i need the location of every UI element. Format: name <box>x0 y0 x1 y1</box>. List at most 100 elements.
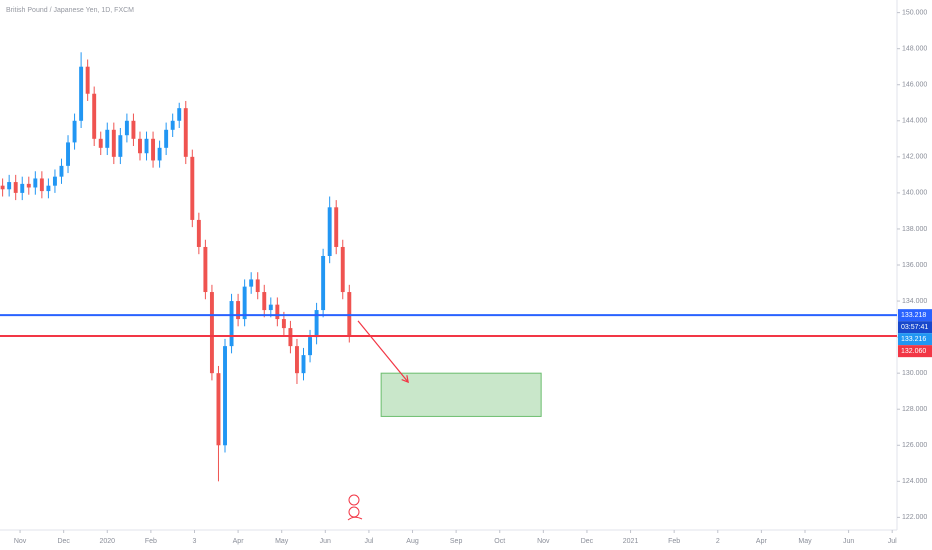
candle-body <box>33 178 38 188</box>
candle-body <box>347 292 352 336</box>
x-tick-label: May <box>798 538 812 545</box>
arrow-head <box>401 375 409 384</box>
price-label-bg <box>898 345 932 358</box>
y-tick-label: 138.000 <box>902 226 927 233</box>
candle-body <box>281 319 286 329</box>
x-tick-label: Apr <box>233 538 245 545</box>
candle-body <box>105 129 110 148</box>
candle-body <box>66 142 70 166</box>
candle-body <box>216 373 221 446</box>
candle-body <box>20 183 25 193</box>
candle-body <box>138 138 142 154</box>
price-label-bg <box>898 309 932 322</box>
candle-body <box>111 129 116 157</box>
candle-body <box>334 207 339 247</box>
x-tick-label: Jul <box>888 538 897 545</box>
candle-body <box>0 185 5 190</box>
candle-body <box>295 346 299 374</box>
x-tick-label: Feb <box>668 538 680 545</box>
candle-body <box>85 66 90 94</box>
candle-body <box>46 185 51 192</box>
candle-body <box>144 138 149 154</box>
x-tick-label: Jul <box>364 538 373 545</box>
candle-body <box>13 182 18 193</box>
x-tick-label: Dec <box>581 538 594 545</box>
price-label: 133.216 <box>901 336 926 343</box>
candle-body <box>39 178 44 192</box>
y-tick-label: 140.000 <box>902 190 927 197</box>
price-label-bg <box>898 333 932 346</box>
candle-body <box>301 355 306 374</box>
x-tick-label: 2021 <box>623 538 639 545</box>
candle-body <box>72 120 77 143</box>
price-label: 03:57:41 <box>901 324 928 331</box>
x-tick-label: 2020 <box>99 538 115 545</box>
price-label-bg <box>898 321 932 334</box>
candle-body <box>327 207 332 256</box>
x-tick-label: Dec <box>57 538 70 545</box>
price-label: 133.218 <box>901 312 926 319</box>
candle-body <box>242 286 247 320</box>
candle-body <box>98 138 103 148</box>
x-tick-label: Jun <box>843 538 854 545</box>
candle-body <box>229 301 234 347</box>
x-tick-label: May <box>275 538 289 545</box>
candle-body <box>177 108 182 121</box>
candle-body <box>26 183 31 188</box>
candle-body <box>52 176 57 186</box>
x-tick-label: Oct <box>494 538 505 545</box>
x-tick-label: Feb <box>145 538 157 545</box>
candle-body <box>308 337 313 356</box>
candle-body <box>92 93 97 139</box>
candle-body <box>151 138 156 161</box>
x-tick-label: Apr <box>756 538 768 545</box>
arrow <box>357 320 409 383</box>
x-tick-label: Jun <box>320 538 331 545</box>
candle-body <box>183 108 188 157</box>
y-tick-label: 150.000 <box>902 9 927 16</box>
candle-body <box>262 292 267 311</box>
candle-body <box>190 156 195 220</box>
candle-body <box>196 219 201 247</box>
x-tick-label: Sep <box>450 538 463 545</box>
y-tick-label: 124.000 <box>902 478 927 485</box>
candle-body <box>321 255 326 311</box>
y-tick-label: 136.000 <box>902 262 927 269</box>
candle-body <box>275 304 280 320</box>
price-label: 132.060 <box>901 348 926 355</box>
indicator-icon <box>347 494 363 521</box>
y-tick-label: 130.000 <box>902 370 927 377</box>
x-tick-label: Nov <box>14 538 27 545</box>
candle-body <box>157 147 162 161</box>
candle-body <box>170 120 175 130</box>
candle-body <box>288 328 293 347</box>
x-tick-label: 2 <box>716 538 720 545</box>
candle-body <box>314 310 319 338</box>
candle-body <box>79 66 84 121</box>
x-tick-label: Nov <box>537 538 550 545</box>
chart-title: British Pound / Japanese Yen, 1D, FXCM <box>6 7 134 14</box>
y-tick-label: 142.000 <box>902 154 927 161</box>
candle-body <box>255 279 260 293</box>
candle-body <box>59 165 64 177</box>
y-tick-label: 144.000 <box>902 118 927 125</box>
y-tick-label: 148.000 <box>902 46 927 53</box>
candle-body <box>203 246 208 293</box>
candle-body <box>124 120 129 136</box>
x-tick-label: 3 <box>193 538 197 545</box>
candle-body <box>236 301 241 320</box>
y-tick-label: 146.000 <box>902 82 927 89</box>
y-tick-label: 126.000 <box>902 442 927 449</box>
x-tick-label: Aug <box>406 538 419 545</box>
candle-body <box>223 346 227 446</box>
candle-body <box>131 120 136 139</box>
candle-body <box>164 129 169 148</box>
y-tick-label: 134.000 <box>902 298 927 305</box>
target-box <box>380 372 542 417</box>
candle-body <box>209 292 214 374</box>
candle-body <box>340 246 345 293</box>
candle-body <box>249 279 254 287</box>
candle-body <box>118 135 123 157</box>
y-tick-label: 128.000 <box>902 406 927 413</box>
